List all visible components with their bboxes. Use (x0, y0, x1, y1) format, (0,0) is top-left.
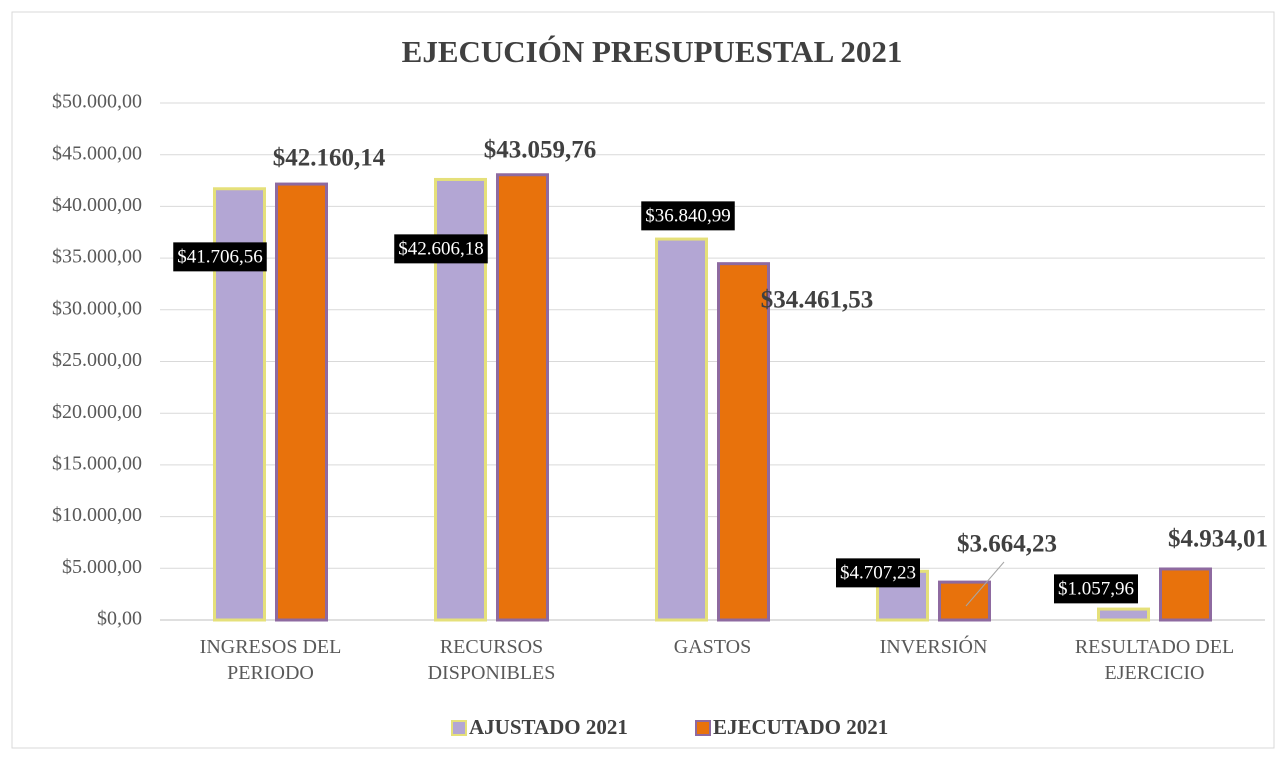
bar-group (655, 237, 708, 622)
data-label: $3.664,23 (957, 531, 1057, 558)
data-label: $36.840,99 (645, 205, 731, 226)
bar (496, 173, 549, 622)
y-tick-label: $45.000,00 (52, 142, 142, 164)
bar-group (1159, 567, 1212, 622)
data-label: $4.707,23 (840, 562, 916, 583)
bar-group (1097, 607, 1150, 622)
data-label: $42.160,14 (273, 145, 386, 172)
legend-marker (695, 720, 711, 736)
y-tick-label: $25.000,00 (52, 349, 142, 371)
y-tick-label: $50.000,00 (52, 91, 142, 113)
x-tick-label: GASTOS (673, 636, 752, 658)
y-tick-label: $35.000,00 (52, 246, 142, 268)
bar (717, 262, 770, 622)
chart-title: EJECUCIÓN PRESUPUESTAL 2021 (402, 34, 903, 69)
y-tick-label: $15.000,00 (52, 452, 142, 474)
x-tick-label: INVERSIÓN (879, 636, 988, 658)
legend-marker (451, 720, 467, 736)
legend-label: AJUSTADO 2021 (469, 715, 628, 739)
data-label: $42.606,18 (398, 238, 484, 259)
data-label-box (394, 234, 488, 264)
bar-group (496, 173, 549, 622)
bar-group (275, 182, 328, 622)
legend-label: EJECUTADO 2021 (713, 715, 888, 739)
data-label-box (641, 201, 735, 231)
y-tick-label: $5.000,00 (62, 556, 142, 578)
bar (275, 182, 328, 622)
y-tick-label: $40.000,00 (52, 194, 142, 216)
y-tick-label: $0,00 (97, 608, 142, 630)
bar (655, 237, 708, 622)
leader-line (965, 561, 1005, 607)
data-label: $41.706,56 (177, 246, 263, 267)
data-label-box (1054, 574, 1138, 604)
bar-group (717, 262, 770, 622)
y-tick-label: $30.000,00 (52, 297, 142, 319)
data-label-box (173, 242, 267, 272)
x-tick-label: INGRESOS DEL PERIODO (199, 636, 342, 684)
bar (1159, 567, 1212, 622)
data-label-box (836, 558, 920, 588)
data-label: $34.461,53 (761, 287, 874, 314)
data-label: $1.057,96 (1058, 578, 1134, 599)
data-label: $43.059,76 (484, 137, 597, 164)
y-tick-label: $10.000,00 (52, 504, 142, 526)
bar (1097, 607, 1150, 622)
x-tick-label: RESULTADO DEL EJERCICIO (1074, 636, 1235, 684)
data-label: $4.934,01 (1168, 526, 1268, 553)
y-tick-label: $20.000,00 (52, 401, 142, 423)
x-tick-label: RECURSOS DISPONIBLES (427, 636, 556, 684)
